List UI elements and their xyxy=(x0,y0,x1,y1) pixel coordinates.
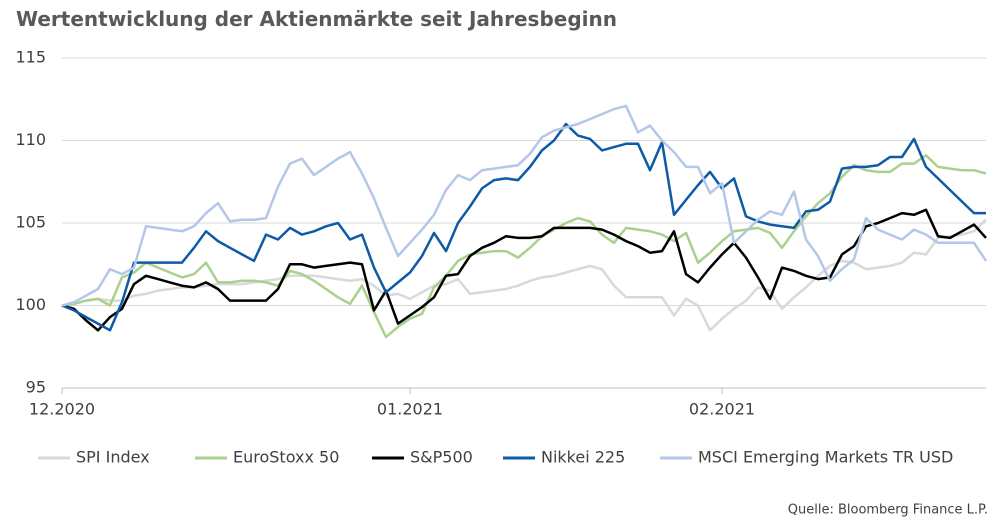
series-line xyxy=(61,104,988,307)
y-tick-label: 110 xyxy=(15,130,46,149)
y-tick-label: 105 xyxy=(15,213,46,232)
series-line xyxy=(61,208,987,332)
series-line xyxy=(61,122,986,332)
legend-label: MSCI Emerging Markets TR USD xyxy=(698,448,953,467)
y-tick-label: 115 xyxy=(15,48,46,67)
x-tick-label: 12.2020 xyxy=(29,400,95,419)
y-tick-label: 95 xyxy=(26,378,46,397)
legend-label: S&P500 xyxy=(410,448,473,467)
x-tick-label: 01.2021 xyxy=(377,400,443,419)
legend-label: SPI Index xyxy=(76,448,150,467)
source: Quelle: Bloomberg Finance L.P. xyxy=(788,503,988,518)
legend-label: EuroStoxx 50 xyxy=(233,448,339,467)
x-tick-label: 02.2021 xyxy=(689,400,755,419)
y-tick-label: 100 xyxy=(15,295,46,314)
legend-label: Nikkei 225 xyxy=(541,448,625,467)
series-line xyxy=(61,154,987,339)
chart-title: Wertentwicklung der Aktienmärkte seit Ja… xyxy=(16,7,617,31)
series-line xyxy=(61,218,987,332)
